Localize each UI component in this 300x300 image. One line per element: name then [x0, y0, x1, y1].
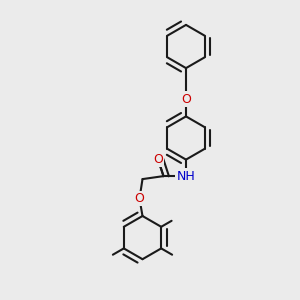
Text: O: O — [181, 92, 191, 106]
Text: O: O — [135, 192, 144, 205]
Text: NH: NH — [177, 169, 195, 183]
Text: O: O — [153, 153, 163, 166]
